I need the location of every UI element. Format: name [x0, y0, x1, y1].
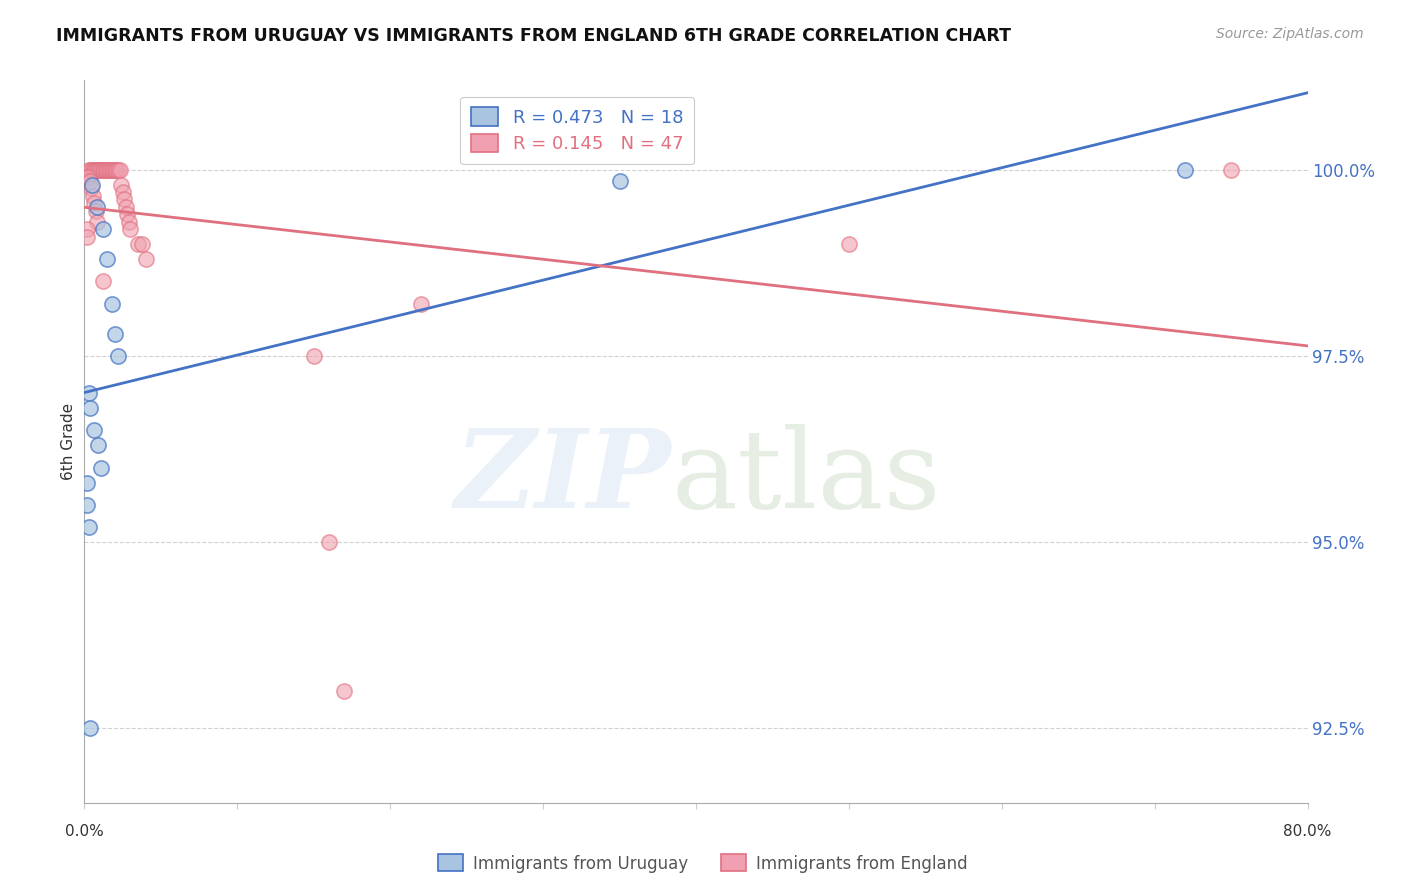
Point — [120, 222, 142, 236]
Point — [96, 162, 118, 177]
Point — [79, 162, 101, 177]
Point — [98, 162, 121, 177]
Point — [131, 237, 153, 252]
Point — [79, 174, 101, 188]
Point — [87, 162, 110, 177]
Text: ZIP: ZIP — [456, 424, 672, 532]
Point — [101, 162, 124, 177]
Point — [318, 535, 340, 549]
Point — [89, 162, 111, 177]
Point — [108, 162, 131, 177]
Point — [104, 326, 127, 341]
Text: 80.0%: 80.0% — [1284, 823, 1331, 838]
Point — [91, 222, 114, 236]
Point — [111, 185, 134, 199]
Point — [105, 162, 128, 177]
Legend: Immigrants from Uruguay, Immigrants from England: Immigrants from Uruguay, Immigrants from… — [432, 847, 974, 880]
Point — [83, 162, 105, 177]
Point — [90, 162, 112, 177]
Point — [104, 162, 127, 177]
Point — [94, 162, 117, 177]
Point — [93, 162, 115, 177]
Text: Source: ZipAtlas.com: Source: ZipAtlas.com — [1216, 27, 1364, 41]
Text: atlas: atlas — [672, 425, 941, 531]
Point — [90, 460, 112, 475]
Point — [77, 162, 100, 177]
Point — [84, 203, 107, 218]
Point — [114, 200, 136, 214]
Point — [103, 162, 125, 177]
Legend: R = 0.473   N = 18, R = 0.145   N = 47: R = 0.473 N = 18, R = 0.145 N = 47 — [460, 96, 695, 164]
Point — [84, 162, 107, 177]
Point — [127, 237, 149, 252]
Point — [77, 520, 100, 534]
Point — [80, 178, 103, 192]
Point — [112, 193, 135, 207]
Point — [79, 721, 101, 735]
Point — [83, 423, 105, 437]
Y-axis label: 6th Grade: 6th Grade — [60, 403, 76, 480]
Point — [838, 237, 860, 252]
Point — [79, 401, 101, 415]
Point — [86, 200, 108, 214]
Point — [135, 252, 157, 266]
Point — [82, 188, 104, 202]
Point — [101, 297, 124, 311]
Point — [77, 386, 100, 401]
Point — [333, 684, 356, 698]
Point — [1174, 162, 1197, 177]
Point — [91, 274, 114, 288]
Point — [86, 215, 108, 229]
Point — [118, 215, 141, 229]
Point — [97, 162, 120, 177]
Text: IMMIGRANTS FROM URUGUAY VS IMMIGRANTS FROM ENGLAND 6TH GRADE CORRELATION CHART: IMMIGRANTS FROM URUGUAY VS IMMIGRANTS FR… — [56, 27, 1011, 45]
Point — [107, 162, 129, 177]
Point — [77, 170, 100, 185]
Point — [76, 222, 98, 236]
Point — [87, 438, 110, 452]
Point — [76, 229, 98, 244]
Point — [80, 181, 103, 195]
Point — [302, 349, 325, 363]
Point — [76, 498, 98, 512]
Point — [83, 196, 105, 211]
Point — [96, 252, 118, 266]
Point — [91, 162, 114, 177]
Point — [609, 174, 631, 188]
Point — [76, 475, 98, 490]
Text: 0.0%: 0.0% — [65, 823, 104, 838]
Point — [115, 207, 138, 221]
Point — [80, 162, 103, 177]
Point — [110, 178, 132, 192]
Point — [86, 162, 108, 177]
Point — [107, 349, 129, 363]
Point — [1220, 162, 1243, 177]
Point — [409, 297, 432, 311]
